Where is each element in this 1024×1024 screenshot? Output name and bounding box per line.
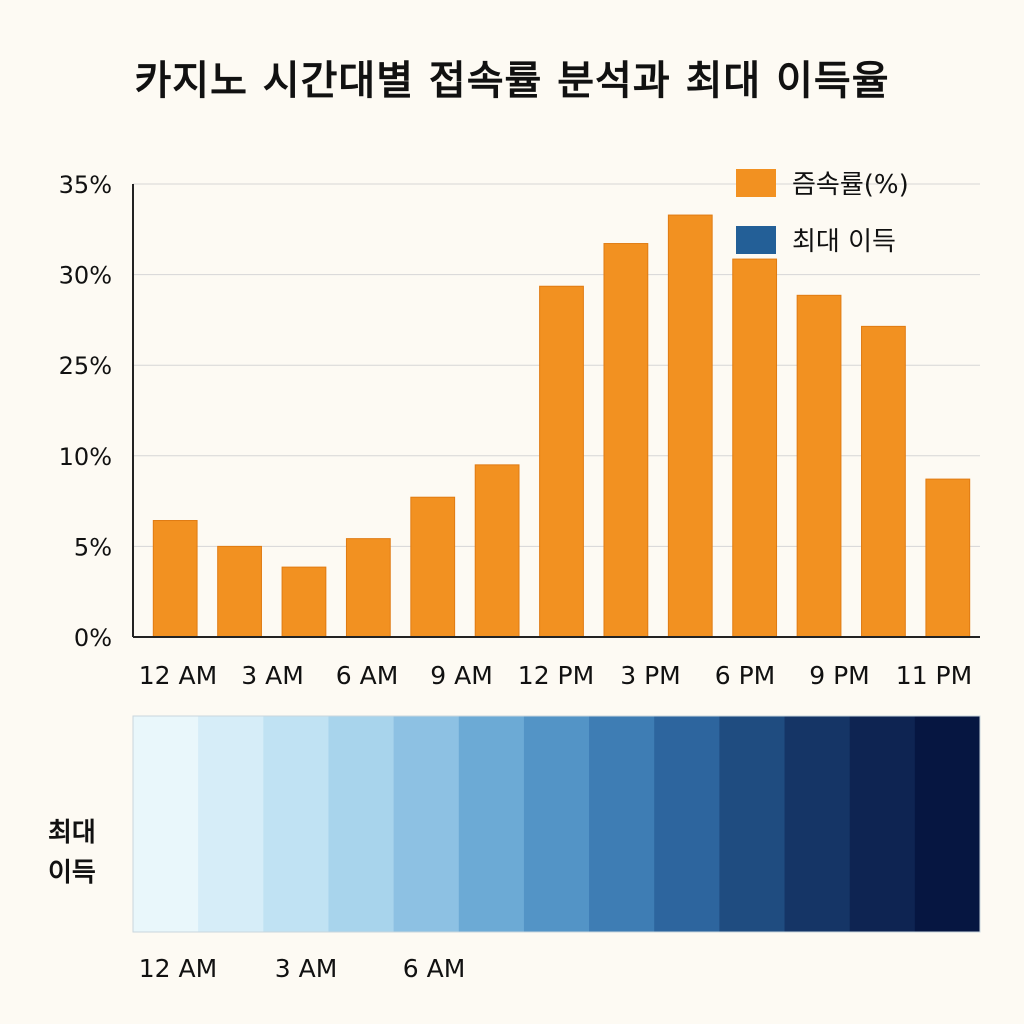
x-tick-label: 12 AM bbox=[139, 661, 217, 690]
y-tick-label: 0% bbox=[74, 624, 112, 652]
heatmap-tick-labels: 12 AM 3 AM 6 AM bbox=[139, 954, 465, 983]
x-tick-label: 9 AM bbox=[430, 661, 493, 690]
legend-label-profit: 최대 이득 bbox=[792, 227, 896, 257]
bar bbox=[281, 566, 327, 638]
legend-item-rate: 즘속률(%) bbox=[736, 169, 909, 200]
bar bbox=[345, 538, 391, 638]
heatmap-cell bbox=[198, 716, 264, 932]
legend-swatch-profit bbox=[736, 226, 776, 254]
y-tick-labels: 0% 5% 10% 25% 30% 35% bbox=[59, 171, 112, 652]
legend-swatch-rate bbox=[736, 169, 776, 197]
heatmap-row-label: 최대 이득 bbox=[48, 813, 96, 893]
heatmap-x-tick-label: 12 AM bbox=[139, 954, 217, 983]
heatmap-cell bbox=[914, 716, 981, 932]
heatmap-cell bbox=[133, 716, 199, 932]
heatmap-cell bbox=[654, 716, 720, 932]
axes bbox=[132, 184, 980, 638]
heatmap-cell bbox=[523, 716, 590, 932]
bar bbox=[925, 478, 971, 638]
y-tick-label: 30% bbox=[59, 262, 112, 290]
bar bbox=[732, 258, 778, 638]
x-tick-label: 11 PM bbox=[896, 661, 972, 690]
x-tick-label: 12 PM bbox=[518, 661, 594, 690]
heatmap-cell bbox=[393, 716, 460, 932]
bar bbox=[667, 214, 713, 638]
x-tick-label: 6 PM bbox=[715, 661, 776, 690]
legend-item-profit: 최대 이득 bbox=[736, 226, 896, 257]
bar bbox=[603, 243, 649, 638]
heatmap-cell bbox=[849, 716, 916, 932]
heatmap-row-label-line2: 이득 bbox=[48, 858, 96, 888]
legend: 즘속률(%) 최대 이득 bbox=[736, 169, 909, 257]
heatmap-cell bbox=[458, 716, 525, 932]
y-tick-label: 5% bbox=[74, 533, 112, 561]
heatmap-cell bbox=[784, 716, 851, 932]
heatmap-row-label-line1: 최대 bbox=[48, 818, 96, 848]
heatmap-cell bbox=[719, 716, 786, 932]
bar-series bbox=[152, 214, 971, 638]
bar bbox=[474, 464, 520, 638]
x-tick-label: 3 PM bbox=[620, 661, 681, 690]
bar bbox=[410, 496, 456, 638]
heatmap-cell bbox=[263, 716, 329, 932]
bar bbox=[861, 325, 906, 638]
heatmap-cell bbox=[589, 716, 655, 932]
bar bbox=[539, 285, 584, 638]
x-tick-label: 9 PM bbox=[809, 661, 870, 690]
bar bbox=[152, 520, 198, 638]
y-tick-label: 25% bbox=[59, 352, 112, 380]
heatmap-x-tick-label: 3 AM bbox=[275, 954, 338, 983]
heatmap-strip bbox=[132, 715, 981, 933]
chart-title: 카지노 시간대별 접속률 분석과 최대 이득율 bbox=[134, 58, 890, 104]
x-tick-labels: 12 AM 3 AM 6 AM 9 AM 12 PM 3 PM 6 PM 9 PM 11 PM bbox=[139, 661, 972, 690]
heatmap-x-tick-label: 6 AM bbox=[403, 954, 466, 983]
bar bbox=[796, 294, 842, 638]
x-tick-label: 6 AM bbox=[336, 661, 399, 690]
y-tick-label: 35% bbox=[59, 171, 112, 199]
bar bbox=[217, 545, 262, 638]
heatmap-cell bbox=[328, 716, 395, 932]
legend-label-rate: 즘속률(%) bbox=[792, 170, 909, 200]
x-tick-label: 3 AM bbox=[241, 661, 304, 690]
y-tick-label: 10% bbox=[59, 443, 112, 471]
heatmap-border bbox=[132, 715, 981, 933]
